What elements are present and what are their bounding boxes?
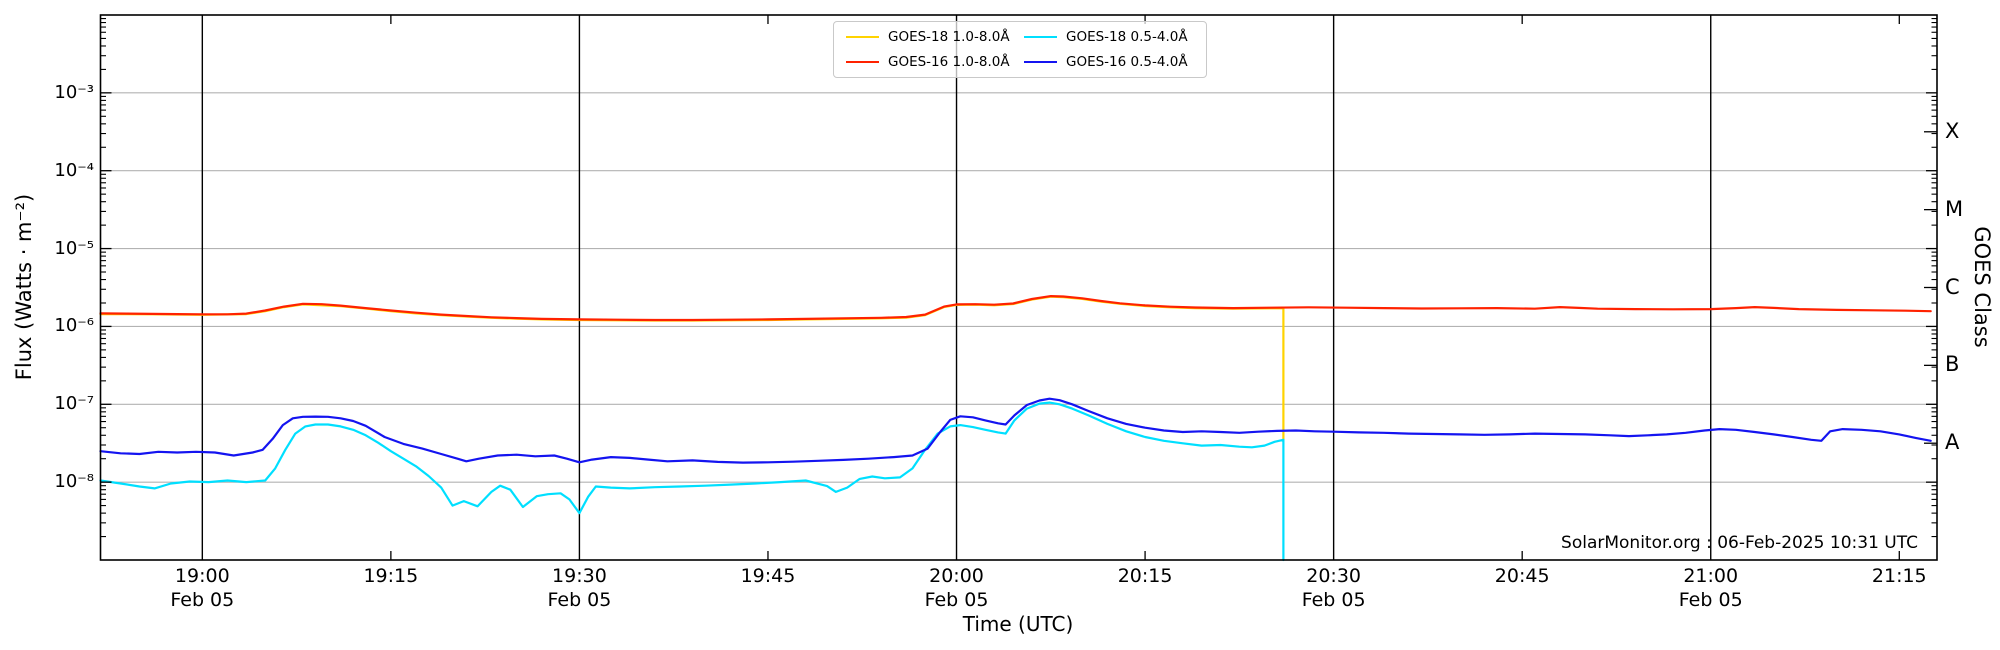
legend-item-goes16-long: GOES-16 1.0-8.0Å [842,54,1020,70]
y-axis-label: Flux (Watts · m⁻²) [12,193,36,381]
right-axis-label: GOES Class [1970,226,1994,348]
x-tick-date-label: Feb 05 [924,589,989,611]
goes-class-label: C [1945,274,1960,299]
series-goes-16-0-5-4-0- [99,397,1932,464]
y-tick-label: 10⁻⁶ [54,315,94,337]
x-tick-date-label: Feb 05 [1301,589,1366,611]
legend-swatch-goes16-short-icon [1024,61,1057,64]
legend: GOES-18 1.0-8.0Å GOES-16 1.0-8.0Å GOES-1… [833,21,1207,78]
legend-swatch-goes18-long-icon [846,35,879,38]
x-tick-label: 19:30 [552,565,607,587]
legend-label-goes16-long: GOES-16 1.0-8.0Å [888,54,1010,71]
goes-class-label: M [1945,196,1964,221]
y-tick-label: 10⁻⁴ [54,159,94,181]
y-tick-label: 10⁻⁸ [54,471,94,493]
legend-label-goes18-long: GOES-18 1.0-8.0Å [888,28,1010,45]
y-tick-label: 10⁻³ [54,81,94,103]
legend-item-goes18-long: GOES-18 1.0-8.0Å [842,29,1020,45]
plot-frame [99,14,1938,561]
y-tick-label: 10⁻⁵ [54,237,94,259]
legend-swatch-goes16-long-icon [846,61,879,64]
x-tick-label: 20:45 [1494,565,1550,587]
x-axis-label: Time (UTC) [962,612,1074,636]
series-goes-16-1-0-8-0- [99,295,1932,322]
y-tick-label: 10⁻⁷ [54,393,94,415]
x-tick-date-label: Feb 05 [1678,589,1743,611]
goes-class-label: B [1945,352,1960,377]
x-tick-label: 20:15 [1117,565,1173,587]
legend-item-goes16-short: GOES-16 0.5-4.0Å [1020,54,1198,70]
x-tick-label: 21:15 [1871,565,1927,587]
goes-class-label: A [1945,430,1960,455]
legend-swatch-goes18-short-icon [1024,35,1057,38]
series-goes-18-0-5-4-0- [99,401,1285,562]
legend-label-goes16-short: GOES-16 0.5-4.0Å [1066,54,1188,71]
x-tick-label: 21:00 [1683,565,1739,587]
series-goes-18-1-0-8-0- [99,295,1285,443]
x-tick-label: 19:45 [740,565,796,587]
legend-item-goes18-short: GOES-18 0.5-4.0Å [1020,29,1198,45]
x-tick-date-label: Feb 05 [547,589,612,611]
legend-label-goes18-short: GOES-18 0.5-4.0Å [1066,28,1188,45]
x-tick-date-label: Feb 05 [170,589,235,611]
timestamp-annotation: SolarMonitor.org : 06-Feb-2025 10:31 UTC [1561,533,1918,553]
x-tick-label: 20:30 [1306,565,1361,587]
x-tick-label: 20:00 [929,565,984,587]
goes-class-label: X [1945,118,1960,143]
x-tick-label: 19:15 [363,565,419,587]
x-tick-label: 19:00 [174,565,230,587]
